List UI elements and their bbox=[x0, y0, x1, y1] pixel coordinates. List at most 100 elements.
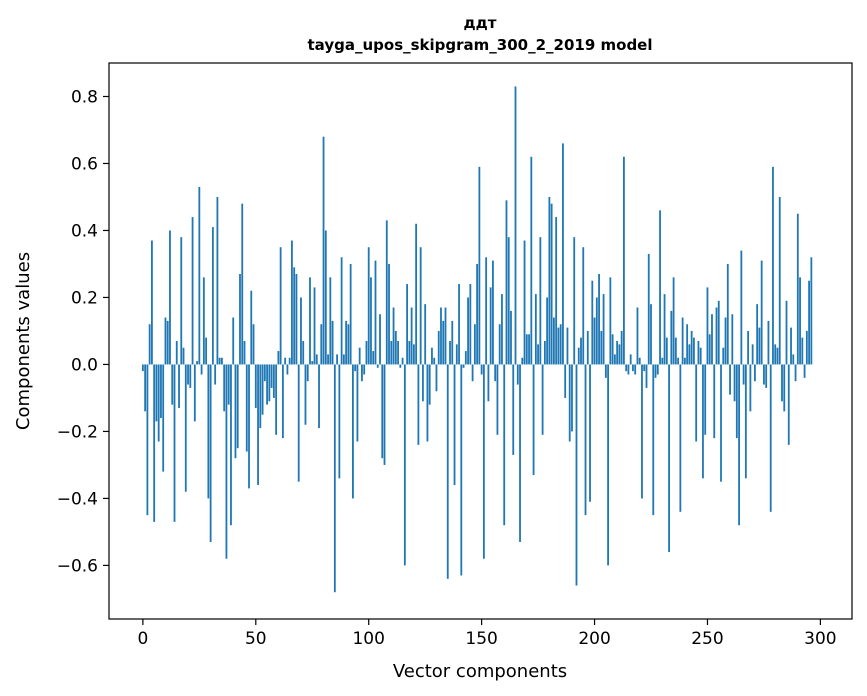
bar bbox=[196, 361, 198, 365]
bar bbox=[514, 86, 517, 365]
bar bbox=[573, 237, 576, 365]
bar bbox=[144, 364, 147, 412]
bar bbox=[403, 364, 406, 566]
bar bbox=[794, 364, 797, 382]
bar bbox=[250, 290, 253, 365]
bar bbox=[758, 327, 761, 365]
bar bbox=[218, 357, 221, 365]
bar bbox=[169, 230, 171, 365]
bar bbox=[173, 364, 176, 522]
bar bbox=[489, 287, 492, 365]
bar bbox=[435, 364, 438, 392]
bar bbox=[473, 324, 476, 365]
bar bbox=[690, 330, 693, 365]
x-tick-label: 150 bbox=[465, 629, 497, 649]
bar bbox=[157, 364, 160, 442]
x-axis-label: Vector components bbox=[393, 661, 567, 682]
bar bbox=[354, 364, 357, 372]
bar bbox=[744, 364, 747, 479]
bar bbox=[507, 237, 510, 365]
bar bbox=[148, 324, 151, 365]
bar bbox=[221, 357, 223, 365]
bar bbox=[171, 364, 174, 405]
bar bbox=[451, 320, 454, 365]
bar bbox=[243, 341, 246, 365]
bar bbox=[580, 337, 582, 365]
bar bbox=[372, 351, 375, 365]
bar bbox=[449, 341, 451, 365]
bar bbox=[625, 364, 628, 372]
bar bbox=[523, 240, 526, 365]
bar bbox=[810, 257, 813, 365]
bar bbox=[733, 364, 736, 402]
x-tick-label: 0 bbox=[137, 629, 148, 649]
bar bbox=[629, 354, 632, 365]
bar bbox=[193, 364, 196, 422]
bar bbox=[345, 320, 348, 365]
x-axis: 0 50 100 150 200 250 300 bbox=[137, 619, 837, 649]
bar bbox=[207, 364, 210, 499]
bar bbox=[763, 364, 765, 385]
bar bbox=[191, 217, 194, 365]
bar bbox=[702, 364, 704, 479]
bar bbox=[652, 364, 655, 516]
bar bbox=[279, 247, 282, 365]
bar bbox=[722, 347, 725, 365]
bar bbox=[270, 364, 273, 388]
bar bbox=[503, 364, 506, 526]
bar bbox=[155, 364, 158, 422]
bar bbox=[205, 337, 208, 365]
bar bbox=[516, 364, 519, 385]
bar bbox=[566, 327, 569, 365]
bar bbox=[530, 156, 533, 365]
bar bbox=[665, 337, 668, 365]
bar bbox=[537, 344, 539, 365]
y-axis-label: Components values bbox=[13, 252, 34, 430]
y-tick-label: 0.4 bbox=[71, 221, 98, 241]
bar bbox=[521, 357, 524, 365]
bar bbox=[236, 364, 239, 449]
bar bbox=[419, 247, 422, 365]
bar bbox=[656, 364, 659, 375]
bar bbox=[729, 364, 731, 395]
x-tick-label: 300 bbox=[804, 629, 836, 649]
bar bbox=[747, 330, 750, 365]
x-tick-label: 200 bbox=[578, 629, 610, 649]
bar bbox=[153, 364, 156, 522]
bar bbox=[659, 210, 661, 365]
bar bbox=[268, 364, 271, 402]
bar bbox=[374, 260, 377, 365]
bar bbox=[510, 310, 512, 365]
bar bbox=[595, 297, 598, 365]
bar bbox=[781, 364, 783, 402]
bar bbox=[266, 364, 268, 405]
bar bbox=[202, 277, 205, 365]
bar bbox=[315, 354, 318, 365]
bar bbox=[532, 364, 535, 475]
bar bbox=[792, 354, 795, 365]
bar bbox=[166, 320, 169, 365]
bar bbox=[776, 347, 779, 365]
bar bbox=[261, 364, 264, 415]
bar bbox=[724, 317, 727, 365]
chart-subtitle: tayga_upos_skipgram_300_2_2019 model bbox=[308, 36, 653, 54]
bar bbox=[643, 364, 646, 372]
bar bbox=[175, 341, 178, 365]
bar bbox=[584, 364, 587, 516]
chart-title: ддт bbox=[464, 14, 497, 32]
bar bbox=[476, 263, 479, 365]
bar bbox=[471, 364, 474, 382]
bar bbox=[311, 361, 314, 365]
bar bbox=[713, 364, 716, 439]
bar bbox=[309, 277, 311, 365]
bar bbox=[198, 186, 201, 365]
bar bbox=[496, 364, 499, 435]
bar bbox=[184, 364, 187, 492]
bar bbox=[681, 317, 684, 365]
bar bbox=[541, 364, 544, 435]
bar bbox=[272, 364, 275, 398]
y-tick-label: 0.8 bbox=[71, 87, 98, 107]
bar bbox=[431, 347, 433, 365]
bar bbox=[322, 136, 325, 365]
